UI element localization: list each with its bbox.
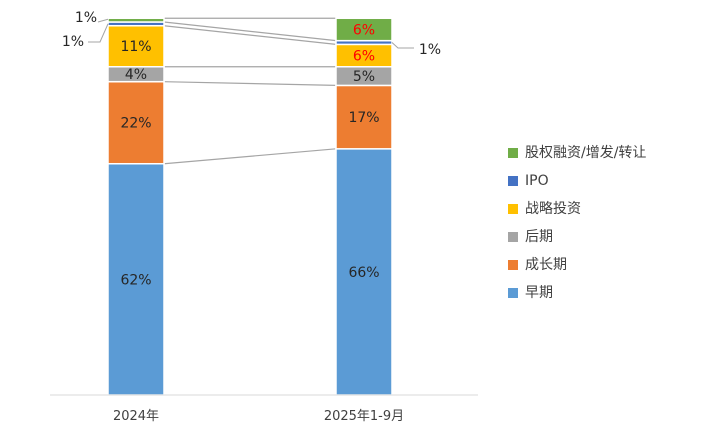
bar-segment (335, 84, 393, 150)
data-label: 66% (348, 265, 379, 281)
data-labels: 62% 22% 4% 11% 66% 17% 5% 6% 6% 1% 1% 1% (62, 10, 441, 288)
data-label: 17% (348, 110, 379, 126)
legend-swatch (508, 176, 518, 186)
data-label: 5% (353, 69, 375, 85)
bar-segment (107, 17, 165, 23)
connector-line (163, 81, 337, 87)
data-label: 6% (353, 49, 375, 65)
x-tick-label: 2025年1-9月 (324, 409, 404, 424)
bar-segment (107, 162, 165, 396)
legend-label: 战略投资 (525, 201, 581, 217)
data-label: 62% (120, 272, 151, 288)
legend-label: 成长期 (525, 257, 567, 273)
connector-line (163, 25, 337, 45)
series-connector-lines (163, 17, 337, 165)
bar-segment (335, 17, 393, 42)
bar-segment (335, 148, 393, 396)
bar-segments (107, 17, 393, 396)
legend-label: 股权融资/增发/转让 (525, 145, 646, 161)
data-label: 4% (125, 67, 147, 83)
legend-swatch (508, 288, 518, 298)
data-label: 11% (120, 39, 151, 55)
data-label: 1% (419, 42, 441, 58)
connector-line (163, 148, 337, 165)
x-tick-labels: 2024年 2025年1-9月 (113, 409, 404, 424)
data-label: 1% (62, 34, 84, 50)
legend-swatch (508, 260, 518, 270)
leader-line (97, 18, 109, 23)
leader-line (88, 23, 109, 43)
legend-label: IPO (525, 173, 549, 189)
data-label: 22% (120, 116, 151, 132)
legend-swatch (508, 204, 518, 214)
legend-label: 后期 (525, 229, 553, 245)
legend-swatch (508, 148, 518, 158)
data-label: 1% (75, 10, 97, 26)
legend-label: 早期 (525, 285, 553, 301)
legend-swatch (508, 232, 518, 242)
leader-line (391, 42, 414, 49)
data-label: 6% (353, 22, 375, 38)
x-tick-label: 2024年 (113, 409, 159, 424)
connector-line (163, 21, 337, 42)
